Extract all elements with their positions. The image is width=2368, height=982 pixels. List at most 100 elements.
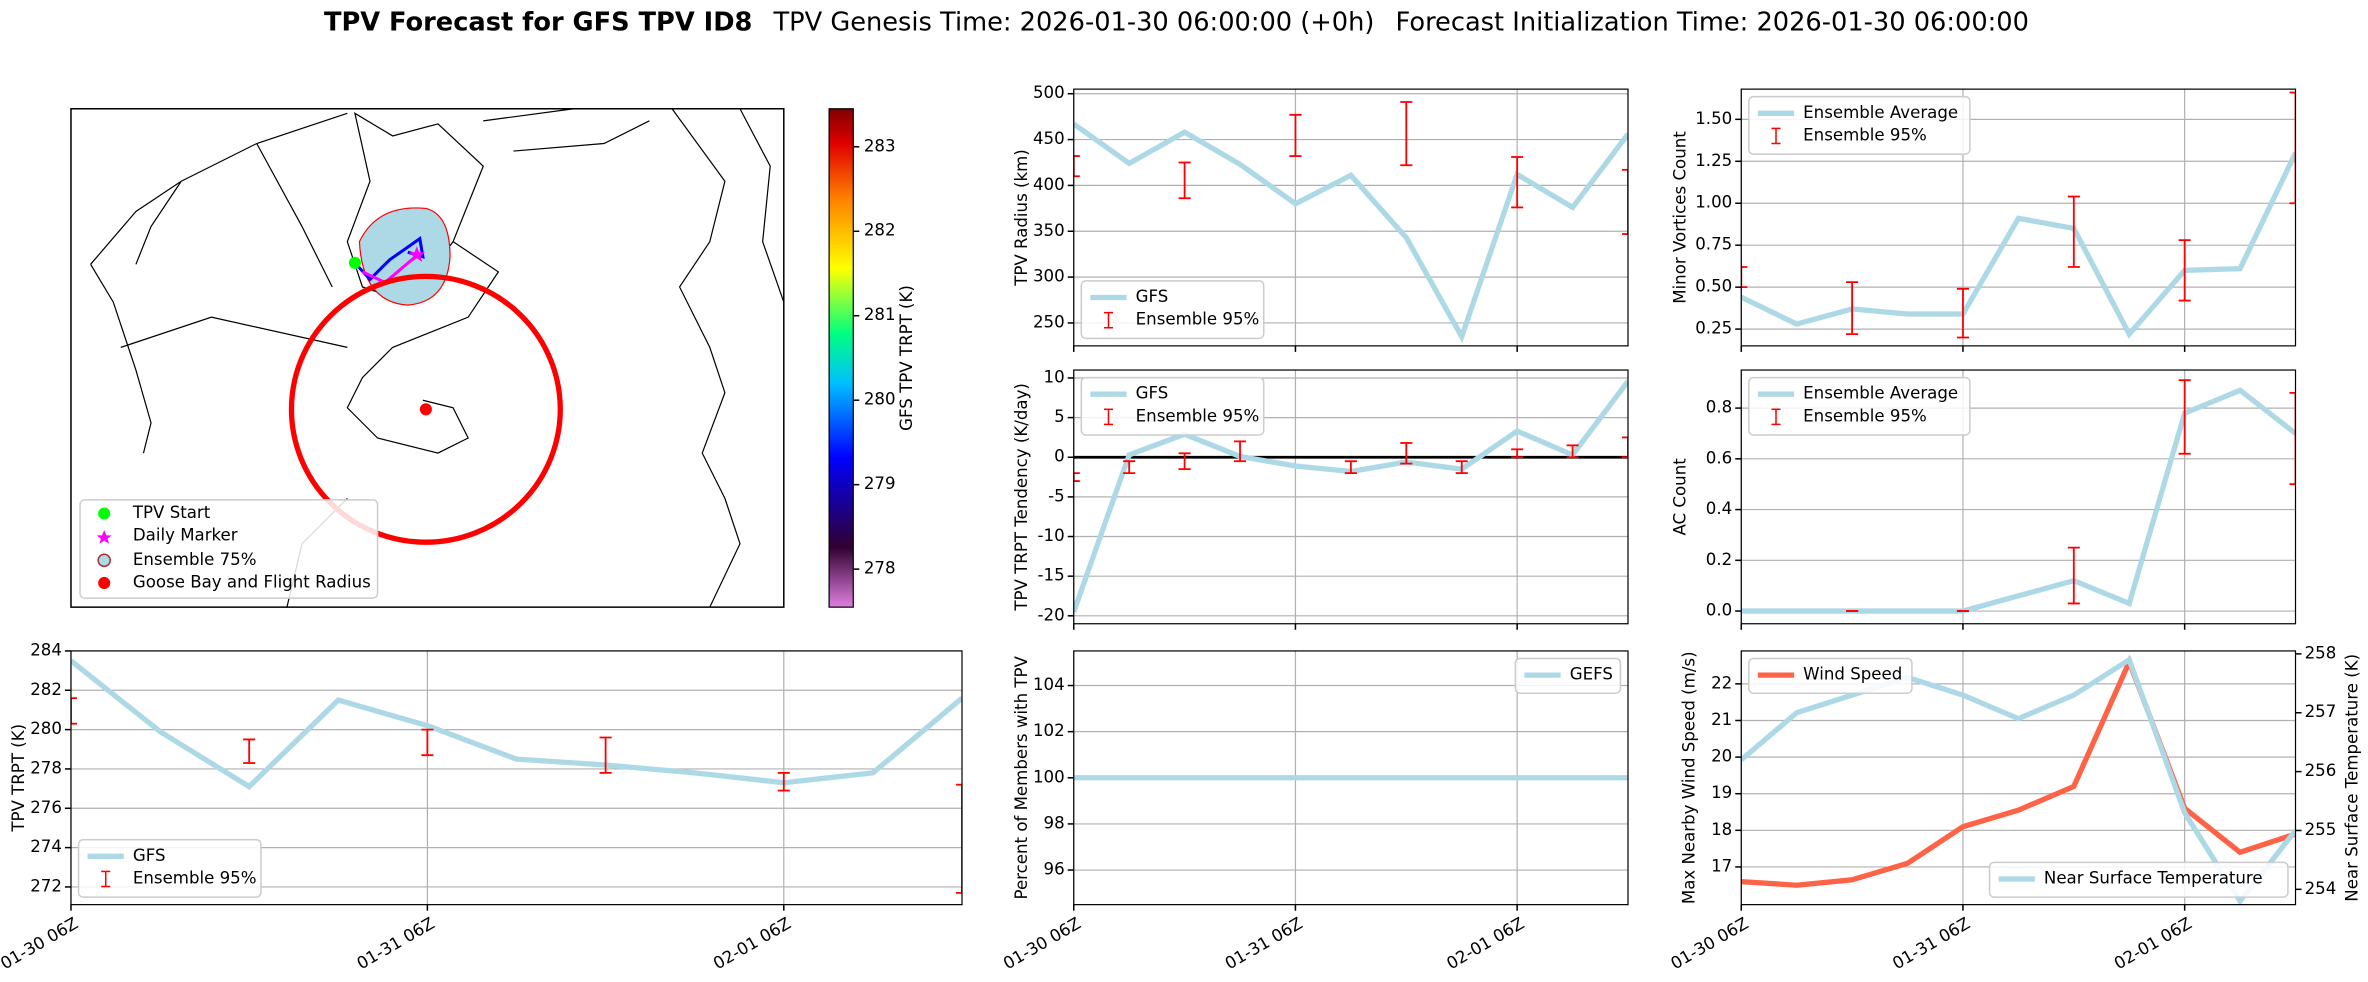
y-tick-label: 0.6 xyxy=(1706,448,1732,467)
panel: 250 300 350 400 450 500 TPV Radius (km) GFS Ense… xyxy=(1012,83,1629,352)
y-tick-label: 272 xyxy=(30,876,62,895)
y-tick-label: 5 xyxy=(1054,407,1065,426)
map-legend xyxy=(79,499,379,599)
plot-content xyxy=(1741,379,2296,614)
y-tick-label: 98 xyxy=(1044,813,1065,832)
plot-frame xyxy=(1740,88,2297,347)
legend-box xyxy=(77,838,262,898)
error-bar xyxy=(1455,460,1468,475)
y-tick-label: 0.2 xyxy=(1706,550,1732,569)
series-line xyxy=(1741,655,2296,905)
error-bar xyxy=(1178,452,1191,471)
y-tick-label: 19 xyxy=(1711,783,1732,802)
y-tick-label: 400 xyxy=(1033,175,1065,194)
legend-label: Ensemble 95% xyxy=(1803,125,1927,144)
y-axis-label: TPV TRPT (K) xyxy=(9,724,28,833)
y-tick-label: -10 xyxy=(1038,526,1065,545)
error-bar xyxy=(1073,155,1080,178)
legend-label: Near Surface Temperature xyxy=(2044,868,2263,887)
x-tick-label: 01-30 06Z xyxy=(1000,914,1084,973)
goose-bay xyxy=(419,403,432,416)
legend-label: GEFS xyxy=(1570,665,1613,684)
y-tick-label: 280 xyxy=(30,719,62,738)
y-tick-label: 282 xyxy=(30,680,62,699)
error-bar xyxy=(1511,448,1524,459)
error-bar xyxy=(1344,460,1357,475)
y-tick-label: -15 xyxy=(1038,566,1065,585)
error-bar xyxy=(2289,91,2296,205)
legend-label: GFS xyxy=(1136,384,1169,403)
x-tick-label: 02-01 06Z xyxy=(710,914,794,973)
panel: -20 -15 -10 -5 0 5 10 TPV TRPT Tendency (K/day)… xyxy=(1012,367,1629,630)
y-tick-label: 0.75 xyxy=(1695,235,1732,254)
x-tick-label: 01-31 06Z xyxy=(1889,914,1973,973)
x-tick-label: 01-31 06Z xyxy=(1222,914,1306,973)
x-tick-label: 01-30 06Z xyxy=(0,914,81,973)
error-bar xyxy=(1511,156,1524,209)
y-tick-label: 0 xyxy=(1054,447,1065,466)
error-bar xyxy=(777,771,790,792)
error-bar xyxy=(1073,472,1080,482)
y-tick-label: 0.0 xyxy=(1706,601,1732,620)
plot-frame xyxy=(70,650,963,906)
series-line xyxy=(1741,387,2296,614)
title-init: Forecast Initialization Time: 2026-01-30… xyxy=(1396,7,2029,37)
legend-label: Ensemble Average xyxy=(1803,103,1958,122)
colorbar xyxy=(828,108,854,608)
legend-box xyxy=(1748,657,1913,694)
x-tick-label: 01-30 06Z xyxy=(1668,914,1752,973)
error-bar xyxy=(2178,379,2191,455)
y-tick-label: 450 xyxy=(1033,129,1065,148)
error-bar xyxy=(421,728,434,757)
y-tick-label: 500 xyxy=(1033,83,1065,102)
y-tick-label: 0.25 xyxy=(1695,319,1732,338)
y-tick-label: 300 xyxy=(1033,267,1065,286)
y-tick-label: 0.50 xyxy=(1695,277,1732,296)
colorbar-tick-label: 279 xyxy=(864,474,896,493)
y-tick-label: -5 xyxy=(1048,486,1065,505)
panel: 01-30 06Z 01-31 06Z 02-01 06Z 272 274 276 278 2… xyxy=(0,640,963,973)
y-tick-label: 274 xyxy=(30,837,62,856)
legend-label: Daily Marker xyxy=(133,526,238,545)
plot-frame xyxy=(1073,369,1629,625)
plot-content xyxy=(1741,654,2296,905)
figure-title: TPV Forecast for GFS TPV ID8 TPV Genesis … xyxy=(324,7,2029,37)
y-axis-label: TPV Radius (km) xyxy=(1012,149,1031,287)
legend-box xyxy=(1080,376,1265,436)
y-axis-label: TPV TRPT Tendency (K/day) xyxy=(1012,383,1031,612)
legend-box xyxy=(1080,280,1265,340)
map: TPV Start Daily Marker Ensemble 75% Goos… xyxy=(70,108,916,608)
y2-tick-label: 257 xyxy=(2305,702,2337,721)
y-axis-label: Percent of Members with TPV xyxy=(1012,655,1031,899)
colorbar-tick-label: 278 xyxy=(864,559,896,578)
y2-tick-label: 254 xyxy=(2305,879,2337,898)
y-tick-label: 17 xyxy=(1711,856,1732,875)
error-bar xyxy=(2067,195,2080,268)
series-line xyxy=(1741,151,2296,339)
y-tick-label: 1.25 xyxy=(1695,151,1732,170)
y2-tick-label: 258 xyxy=(2305,643,2337,662)
x-tick-label: 02-01 06Z xyxy=(2111,914,2195,973)
plot-frame xyxy=(1073,650,1629,906)
plot-content xyxy=(1073,101,1628,344)
error-bar xyxy=(1621,168,1628,235)
y-tick-label: 96 xyxy=(1044,860,1065,879)
y-tick-label: 284 xyxy=(30,640,62,659)
colorbar-tick-label: 281 xyxy=(864,305,896,324)
error-bar xyxy=(1178,161,1191,200)
error-bar xyxy=(1621,436,1628,459)
y2-tick-label: 255 xyxy=(2305,820,2337,839)
x-tick-label: 02-01 06Z xyxy=(1443,914,1527,973)
y-tick-label: 1.50 xyxy=(1695,109,1732,128)
error-bar xyxy=(2067,546,2080,605)
legend-label: Ensemble 95% xyxy=(1136,310,1260,329)
title-genesis: TPV Genesis Time: 2026-01-30 06:00:00 (+… xyxy=(772,7,1374,37)
title-main: TPV Forecast for GFS TPV ID8 xyxy=(324,7,752,37)
series-line xyxy=(1073,121,1628,344)
legend-label: Ensemble 95% xyxy=(1803,406,1927,425)
legend-label: Ensemble Average xyxy=(1803,384,1958,403)
colorbar-tick-label: 280 xyxy=(864,390,896,409)
legend-box xyxy=(1988,861,2289,898)
panel: 01-30 06Z 01-31 06Z 02-01 06Z 17 18 19 20 21 22 2… xyxy=(1668,643,2362,973)
